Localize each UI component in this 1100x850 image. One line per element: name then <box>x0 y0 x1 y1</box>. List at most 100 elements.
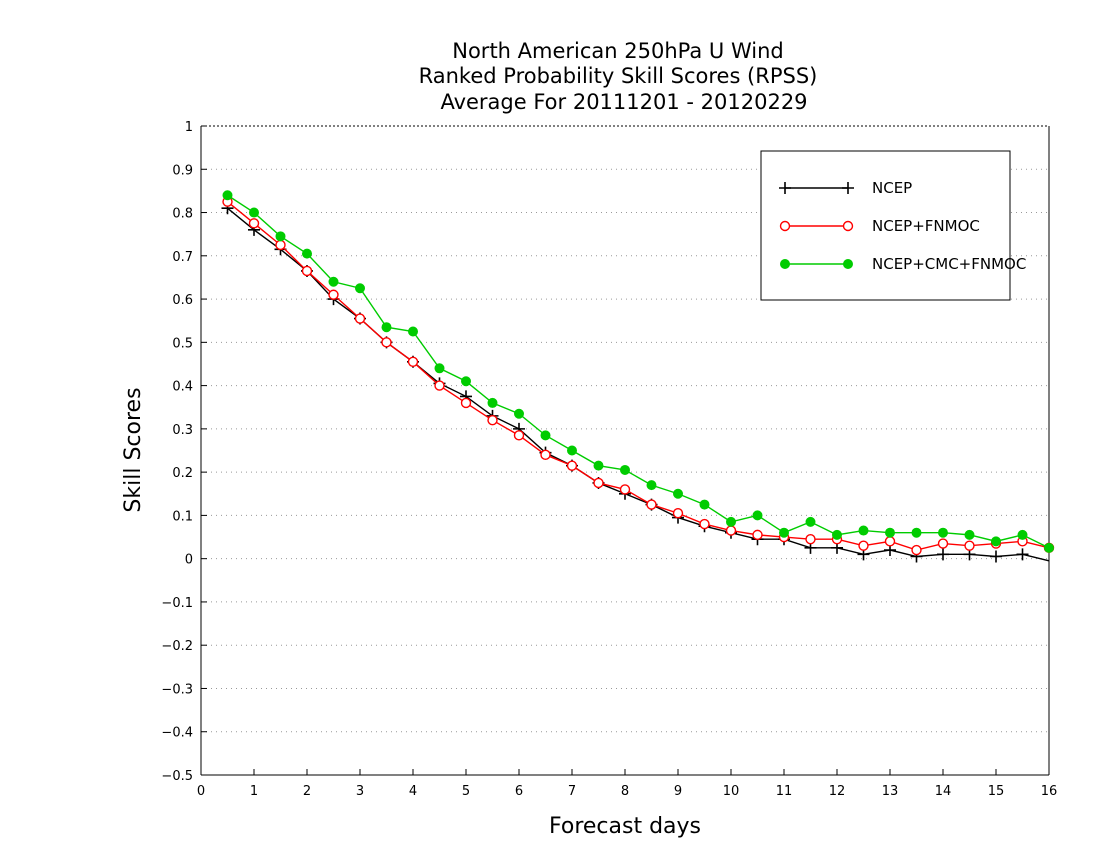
ncep-fnmoc-point <box>884 536 896 547</box>
ncep-cmc-fnmoc-point <box>355 283 365 294</box>
chart-title-line-1: North American 250hPa U Wind <box>452 39 784 63</box>
ncep-fnmoc-point <box>964 540 975 551</box>
ncep-fnmoc-point <box>354 313 366 324</box>
chart-title-line-3: Average For 20111201 - 20120229 <box>440 90 807 114</box>
y-tick-label: −0.5 <box>161 769 193 784</box>
x-axis-ticks: 0 1 2 3 4 5 6 7 8 9 10 11 12 13 14 15 16 <box>197 769 1057 799</box>
ncep-point <box>1016 548 1029 561</box>
ncep-fnmoc-point <box>937 538 949 549</box>
x-axis-label: Forecast days <box>549 814 701 839</box>
ncep-cmc-fnmoc-point <box>699 499 710 510</box>
ncep-fnmoc-point <box>434 380 445 391</box>
ncep-cmc-fnmoc-point <box>222 190 233 201</box>
ncep-cmc-fnmoc-point <box>1044 542 1054 553</box>
ncep-cmc-fnmoc-point <box>514 408 524 419</box>
ncep-cmc-fnmoc-point <box>302 248 312 259</box>
legend: NCEP NCEP+FNMOC NCEP+CMC+FNMOC <box>760 150 1026 301</box>
ncep-fnmoc-point <box>301 265 313 277</box>
ncep-fnmoc-point <box>513 430 525 441</box>
ncep-fnmoc-point <box>275 239 286 251</box>
ncep-cmc-fnmoc-point <box>434 363 445 374</box>
ncep-fnmoc-point <box>699 518 710 530</box>
x-tick-label: 15 <box>988 784 1005 799</box>
ncep-cmc-fnmoc-point <box>673 488 683 499</box>
ncep-point <box>937 548 949 561</box>
ncep-cmc-fnmoc-point <box>991 536 1001 547</box>
ncep-cmc-fnmoc-point <box>249 207 259 218</box>
ncep-cmc-fnmoc-point <box>381 322 392 333</box>
x-tick-label: 8 <box>621 784 629 799</box>
ncep-cmc-fnmoc-point <box>646 480 657 491</box>
ncep-fnmoc-point <box>752 529 763 541</box>
legend-label: NCEP+CMC+FNMOC <box>872 255 1026 273</box>
ncep-cmc-fnmoc-point <box>726 516 736 527</box>
series-ncep-fnmoc <box>222 196 1055 556</box>
x-tick-label: 1 <box>250 784 258 799</box>
legend-label: NCEP+FNMOC <box>872 217 980 235</box>
y-tick-label: 0.1 <box>172 509 193 524</box>
y-axis-ticks: −0.5 −0.4 −0.3 −0.2 −0.1 0 0.1 0.2 0.3 0.4 0.5 0.6 0… <box>161 120 207 784</box>
y-tick-label: −0.3 <box>161 682 193 697</box>
ncep-fnmoc-point <box>328 289 339 300</box>
ncep-cmc-fnmoc-point <box>964 529 975 540</box>
x-tick-label: 7 <box>568 784 576 799</box>
ncep-cmc-fnmoc-point <box>540 430 551 441</box>
ncep-cmc-fnmoc-point <box>328 276 339 287</box>
ncep-fnmoc-point <box>566 460 578 471</box>
ncep-fnmoc-point <box>646 499 657 510</box>
ncep-cmc-fnmoc-point <box>805 516 816 527</box>
data-series <box>221 190 1055 563</box>
ncep-cmc-fnmoc-point <box>620 464 630 475</box>
y-tick-label: 0.6 <box>172 293 193 308</box>
ncep-fnmoc-point <box>487 415 498 426</box>
ncep-cmc-fnmoc-point <box>911 527 922 538</box>
x-tick-label: 12 <box>829 784 846 799</box>
y-tick-label: −0.4 <box>161 726 193 741</box>
x-tick-label: 2 <box>303 784 311 799</box>
ncep-fnmoc-point <box>540 449 551 461</box>
ncep-fnmoc-point <box>858 540 869 551</box>
y-tick-label: 0 <box>185 553 193 568</box>
ncep-fnmoc-point <box>248 218 260 229</box>
y-tick-label: 0.3 <box>172 423 193 438</box>
ncep-cmc-fnmoc-point <box>832 529 842 540</box>
x-tick-label: 0 <box>197 784 205 799</box>
ncep-cmc-fnmoc-point <box>461 376 471 387</box>
x-tick-label: 11 <box>776 784 793 799</box>
x-tick-label: 6 <box>515 784 523 799</box>
ncep-fnmoc-point <box>593 477 604 489</box>
chart-title-line-2: Ranked Probability Skill Scores (RPSS) <box>419 64 818 88</box>
y-axis-label: Skill Scores <box>121 387 146 512</box>
y-tick-label: 0.9 <box>172 163 193 178</box>
legend-ncep-fnmoc-point <box>779 220 791 232</box>
ncep-cmc-fnmoc-point <box>1017 529 1028 540</box>
x-tick-label: 9 <box>674 784 682 799</box>
ncep-cmc-fnmoc-point <box>938 527 948 538</box>
ncep-cmc-fnmoc-point <box>275 231 286 242</box>
ncep-fnmoc-point <box>619 484 631 495</box>
ncep-cmc-fnmoc-point <box>858 525 869 536</box>
ncep-cmc-fnmoc-point <box>885 527 895 538</box>
x-tick-label: 14 <box>935 784 952 799</box>
ncep-fnmoc-point <box>672 508 684 519</box>
x-tick-label: 13 <box>882 784 899 799</box>
series-ncep-cmc-fnmoc <box>222 190 1054 553</box>
y-tick-label: 0.5 <box>172 336 193 351</box>
ncep-fnmoc-point <box>381 337 392 348</box>
ncep-cmc-fnmoc-point <box>408 326 418 337</box>
ncep-fnmoc-point <box>725 525 737 536</box>
legend-entry-ncep-cmc-fnmoc: NCEP+CMC+FNMOC <box>780 255 1026 273</box>
legend-ncep-point <box>842 182 854 194</box>
ncep-cmc-fnmoc-point <box>487 397 498 408</box>
x-tick-label: 4 <box>409 784 417 799</box>
ncep-cmc-fnmoc-point <box>567 445 577 456</box>
legend-label: NCEP <box>872 179 912 197</box>
ncep-point <box>990 550 1002 563</box>
legend-ncep-cmc-fnmoc-point <box>780 259 790 269</box>
y-tick-label: −0.2 <box>161 639 193 654</box>
x-tick-label: 10 <box>723 784 740 799</box>
x-tick-label: 16 <box>1041 784 1058 799</box>
x-tick-label: 3 <box>356 784 364 799</box>
legend-entry-ncep: NCEP <box>779 179 912 197</box>
